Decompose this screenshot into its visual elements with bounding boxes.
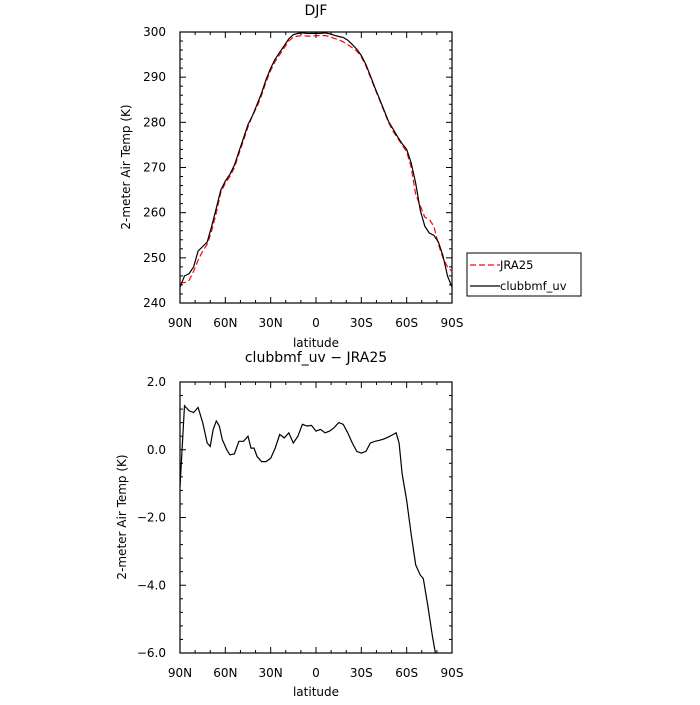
top-chart-title: DJF <box>305 3 328 19</box>
bottom-x-tick-label: 60N <box>213 666 237 680</box>
bottom-x-tick-label: 30N <box>259 666 283 680</box>
bottom-x-tick-label: 90S <box>441 666 464 680</box>
top-x-tick-label: 30N <box>259 316 283 330</box>
bottom-plot-frame <box>179 381 453 654</box>
top-y-axis-label: 2-meter Air Temp (K) <box>119 104 133 229</box>
bottom-x-tick-label: 90N <box>168 666 192 680</box>
legend-label-jra25: JRA25 <box>499 258 533 272</box>
top-y-tick-label: 260 <box>143 206 166 220</box>
top-y-tick-label: 240 <box>143 296 166 310</box>
bottom-y-tick-label: −4.0 <box>137 578 166 592</box>
top-panel: DJF 90N 60N 30N 0 30S 60S 90S 240 250 260 270 280 2… <box>119 3 582 350</box>
bottom-y-tick-label: −2.0 <box>137 511 166 525</box>
bottom-panel: clubbmf_uv − JRA25 90N 60N 30N 0 30S 60S 90S −… <box>115 350 463 699</box>
bottom-y-tick-label: −6.0 <box>137 646 166 660</box>
bottom-chart-title: clubbmf_uv − JRA25 <box>245 350 387 366</box>
top-x-tick-label: 90N <box>168 316 192 330</box>
top-y-tick-label: 280 <box>143 115 166 129</box>
bottom-y-tick-label: 0.0 <box>147 443 166 457</box>
top-series-line-jra25 <box>180 34 453 284</box>
top-x-tick-label: 60N <box>213 316 237 330</box>
top-x-tick-label: 90S <box>441 316 464 330</box>
top-y-tick-label: 250 <box>143 251 166 265</box>
top-x-tick-label: 30S <box>350 316 373 330</box>
top-x-tick-label: 0 <box>312 316 320 330</box>
legend-box <box>466 252 582 297</box>
top-y-tick-label: 270 <box>143 161 166 175</box>
legend-label-clubbmf-uv: clubbmf_uv <box>500 279 567 293</box>
top-x-axis-label: latitude <box>293 336 339 350</box>
top-y-tick-label: 290 <box>143 70 166 84</box>
legend: JRA25 clubbmf_uv <box>466 252 582 297</box>
top-series-line-clubbmf-uv <box>179 32 453 288</box>
top-x-tick-label: 60S <box>395 316 418 330</box>
bottom-x-axis-label: latitude <box>293 685 339 699</box>
bottom-series-line-difference <box>179 404 436 654</box>
top-y-tick-label: 300 <box>143 25 166 39</box>
bottom-y-tick-label: 2.0 <box>147 375 166 389</box>
bottom-x-tick-label: 60S <box>395 666 418 680</box>
bottom-x-tick-label: 30S <box>350 666 373 680</box>
bottom-y-axis-label: 2-meter Air Temp (K) <box>115 454 129 579</box>
bottom-x-tick-label: 0 <box>312 666 320 680</box>
